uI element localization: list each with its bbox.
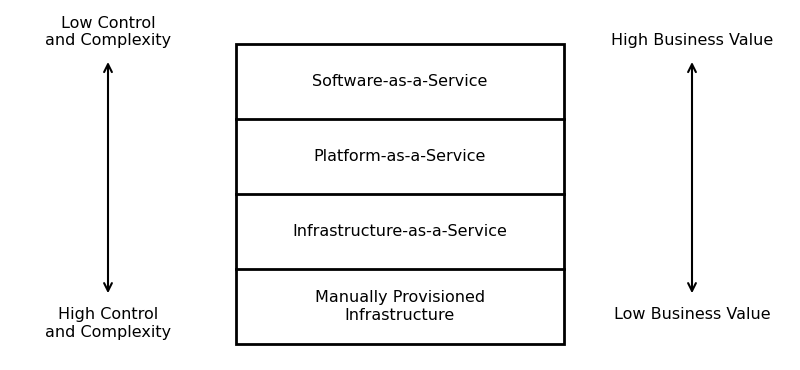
Text: High Business Value: High Business Value (611, 33, 773, 48)
Text: Platform-as-a-Service: Platform-as-a-Service (314, 149, 486, 164)
Text: Low Control
and Complexity: Low Control and Complexity (45, 16, 171, 48)
Bar (236, 44, 564, 344)
Text: High Control
and Complexity: High Control and Complexity (45, 307, 171, 340)
Text: Infrastructure-as-a-Service: Infrastructure-as-a-Service (293, 224, 507, 239)
Text: Low Business Value: Low Business Value (614, 307, 770, 322)
Text: Software-as-a-Service: Software-as-a-Service (312, 74, 488, 90)
Text: Manually Provisioned
Infrastructure: Manually Provisioned Infrastructure (315, 290, 485, 323)
